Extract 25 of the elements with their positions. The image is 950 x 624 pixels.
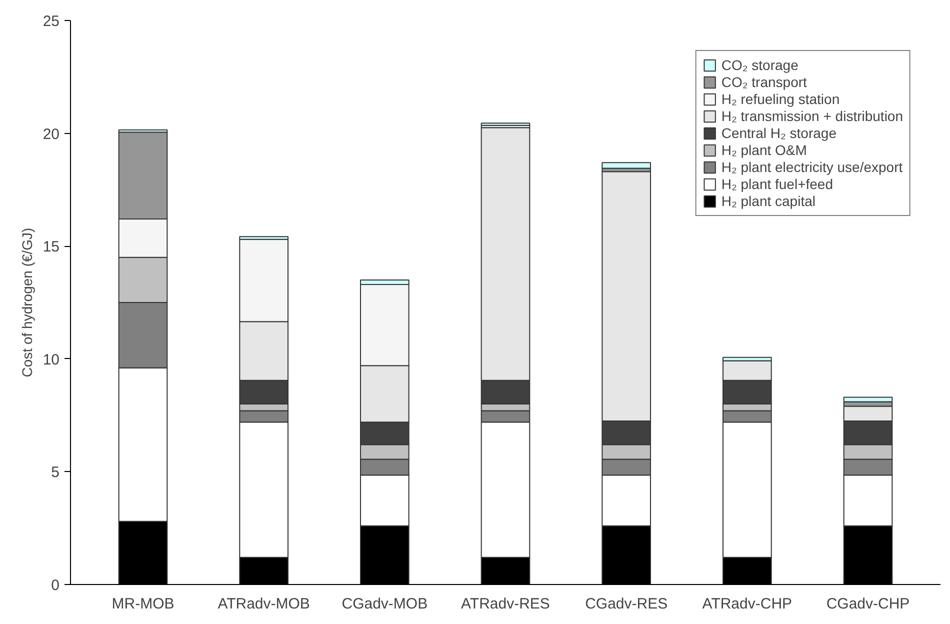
bar (602, 162, 651, 169)
legend-label: CO₂ storage (721, 57, 798, 73)
x-tick-label: CGadv-CHP (826, 596, 910, 612)
legend-label: CO₂ transport (721, 74, 807, 90)
x-tick-label: MR-MOB (112, 596, 174, 612)
y-tick-label: 25 (42, 13, 60, 30)
y-axis-title: Cost of hydrogen (€/GJ) (18, 228, 35, 378)
bar (480, 122, 530, 126)
legend-label: Central H₂ storage (721, 125, 836, 141)
x-tick-label: CGadv-MOB (342, 596, 428, 612)
legend-label: H₂ transmission + distribution (721, 108, 903, 124)
legend-label: H₂ plant fuel+feed (721, 176, 834, 192)
y-tick-label: 0 (51, 577, 60, 594)
y-tick-label: 20 (42, 126, 60, 143)
legend-label: H₂ plant electricity use/export (721, 159, 903, 175)
x-tick-label: ATRadv-RES (461, 596, 550, 612)
y-tick-label: 15 (42, 238, 60, 256)
x-tick-label: CGadv-RES (585, 596, 668, 612)
legend-label: H₂ plant capital (721, 193, 816, 209)
x-tick-label: ATRadv-CHP (702, 596, 792, 612)
legend-label: H₂ refueling station (721, 91, 840, 107)
legend-label: H₂ plant O&M (721, 142, 807, 158)
x-tick-label: ATRadv-MOB (218, 596, 310, 612)
y-tick-label: 5 (51, 464, 60, 482)
y-tick-label: 10 (42, 351, 60, 368)
